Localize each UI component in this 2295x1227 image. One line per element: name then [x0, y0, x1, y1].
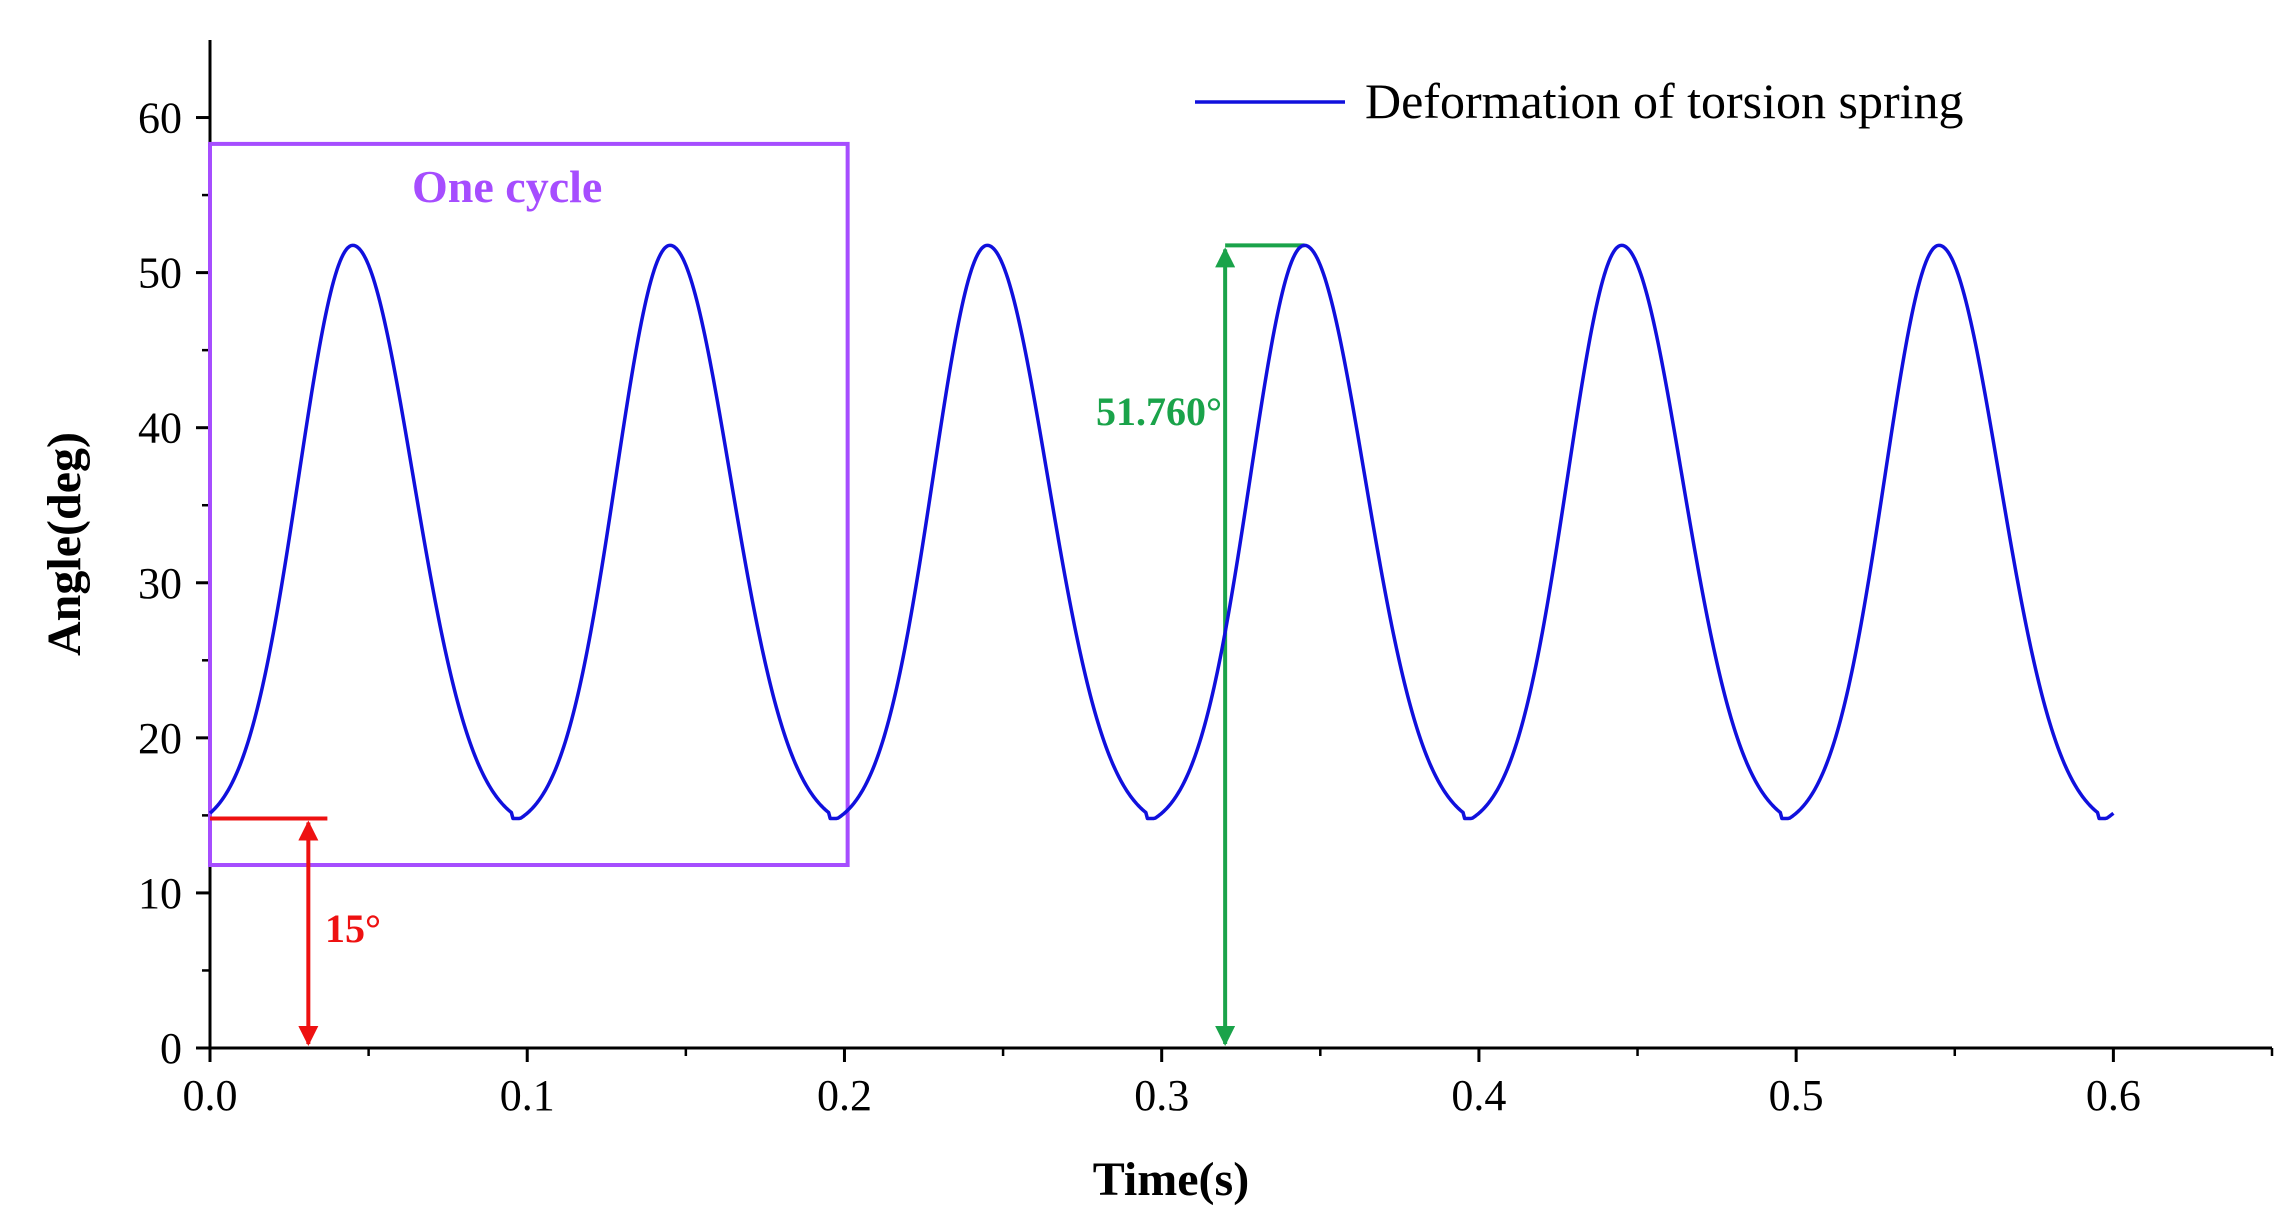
one-cycle-label: One cycle — [412, 161, 602, 212]
x-axis-ticks: 0.0 0.1 0.2 0.3 0.4 0.5 0.6 — [183, 1048, 2274, 1120]
legend: Deformation of torsion spring — [1195, 73, 1964, 129]
y-tick-label: 10 — [138, 869, 182, 918]
y-tick-label: 0 — [160, 1024, 182, 1073]
annotations: One cycle 15° 51.760° — [208, 141, 1305, 1046]
x-tick-label: 0.4 — [1451, 1071, 1506, 1120]
x-axis-title: Time(s) — [1093, 1153, 1249, 1206]
x-tick-label: 0.5 — [1769, 1071, 1824, 1120]
legend-label: Deformation of torsion spring — [1365, 73, 1964, 129]
x-tick-label: 0.1 — [500, 1071, 555, 1120]
y-tick-label: 50 — [138, 249, 182, 298]
x-tick-label: 0.0 — [183, 1071, 238, 1120]
y-tick-label: 40 — [138, 404, 182, 453]
series-line-torsion-spring — [208, 243, 2115, 821]
min-angle-label: 15° — [325, 906, 381, 951]
x-tick-label: 0.2 — [817, 1071, 872, 1120]
y-tick-label: 60 — [138, 94, 182, 143]
max-angle-label: 51.760° — [1096, 389, 1222, 434]
y-axis-title: Angle(deg) — [38, 432, 91, 656]
y-tick-label: 20 — [138, 714, 182, 763]
one-cycle-box — [208, 141, 850, 868]
y-axis-ticks: 0 10 20 30 40 50 60 — [138, 94, 210, 1073]
x-tick-label: 0.6 — [2086, 1071, 2141, 1120]
y-tick-label: 30 — [138, 559, 182, 608]
x-tick-label: 0.3 — [1134, 1071, 1189, 1120]
